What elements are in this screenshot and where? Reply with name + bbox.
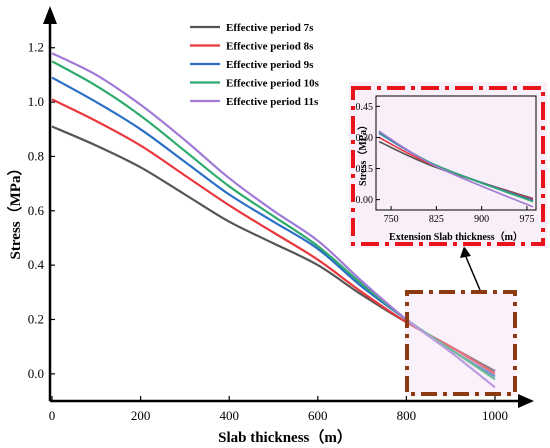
- inset-frame: [351, 86, 545, 246]
- inset-y-ticks: 0.00 0.15 0.30 0.45: [356, 102, 380, 206]
- main-x-tick-label: 0: [49, 408, 56, 423]
- inset-chart: 750 825 900 975 0.00 0.15 0.30 0.45 Extension …: [349, 82, 547, 248]
- main-y-tick-label: 0.6: [28, 203, 45, 218]
- inset-x-tick-label: 750: [384, 214, 399, 225]
- zoom-connector-line: [465, 256, 481, 291]
- main-lines: [51, 52, 496, 389]
- main-y-tick-label: 0.4: [28, 257, 45, 272]
- zoom-region-marker: [405, 246, 517, 396]
- inset-y-tick-label: 0.15: [356, 164, 374, 175]
- main-plot: 0 200 400 600 800 1000 0.00.20.40.60.81.01.2 …: [6, 6, 534, 446]
- main-series-line-5: [51, 52, 496, 389]
- legend: Effective period 7s Effective period 8s Ef…: [190, 22, 320, 108]
- inset-series-line-5: [378, 130, 534, 208]
- main-y-tick-label: 1.2: [28, 40, 44, 55]
- main-x-tick-label: 800: [397, 408, 417, 423]
- main-y-tick-label: 0.8: [28, 148, 44, 163]
- zoom-region-box: [405, 290, 517, 396]
- main-x-ticks: 0 200 400 600 800 1000: [49, 396, 508, 423]
- main-x-axis-arrow: [518, 394, 534, 408]
- inset-y-tick-label: 0.45: [356, 102, 374, 113]
- inset-y-tick-label: 0.30: [356, 133, 374, 144]
- legend-label-3: Effective period 9s: [226, 59, 314, 71]
- main-y-ticks: 0.0 0.2 0.4 0.6 0.8 1.0 1.2: [28, 40, 55, 381]
- main-y-axis-title: Stress（MPa）: [6, 161, 24, 260]
- inset-x-tick-label: 900: [474, 214, 489, 225]
- main-x-tick-label: 400: [219, 408, 239, 423]
- inset-x-tick-label: 975: [519, 214, 534, 225]
- inset-lines: [378, 130, 534, 208]
- legend-label-2: Effective period 8s: [226, 41, 314, 53]
- inset-y-axis-title: Stress（MPa）: [356, 120, 369, 186]
- main-y-axis-arrow: [43, 6, 57, 24]
- inset-plot-border: [375, 95, 537, 211]
- legend-label-4: Effective period 10s: [226, 78, 320, 90]
- inset-y-tick-label: 0.00: [356, 195, 374, 206]
- main-y-tick-label: 0.0: [28, 366, 44, 381]
- inset-x-tick-label: 825: [429, 214, 444, 225]
- inset-x-axis-title: Extension Slab thickness（m）: [389, 230, 523, 243]
- legend-label-1: Effective period 7s: [226, 22, 314, 34]
- inset-x-ticks: 750 825 900 975: [384, 206, 534, 225]
- zoom-connector-arrowhead: [460, 246, 471, 258]
- main-x-tick-label: 1000: [482, 408, 508, 423]
- main-x-axis-title: Slab thickness（m）: [218, 428, 352, 446]
- main-y-tick-label: 1.0: [28, 94, 44, 109]
- main-x-tick-label: 600: [308, 408, 328, 423]
- main-y-tick-label: 0.2: [28, 311, 44, 326]
- legend-label-5: Effective period 11s: [226, 96, 319, 108]
- main-x-tick-label: 200: [131, 408, 151, 423]
